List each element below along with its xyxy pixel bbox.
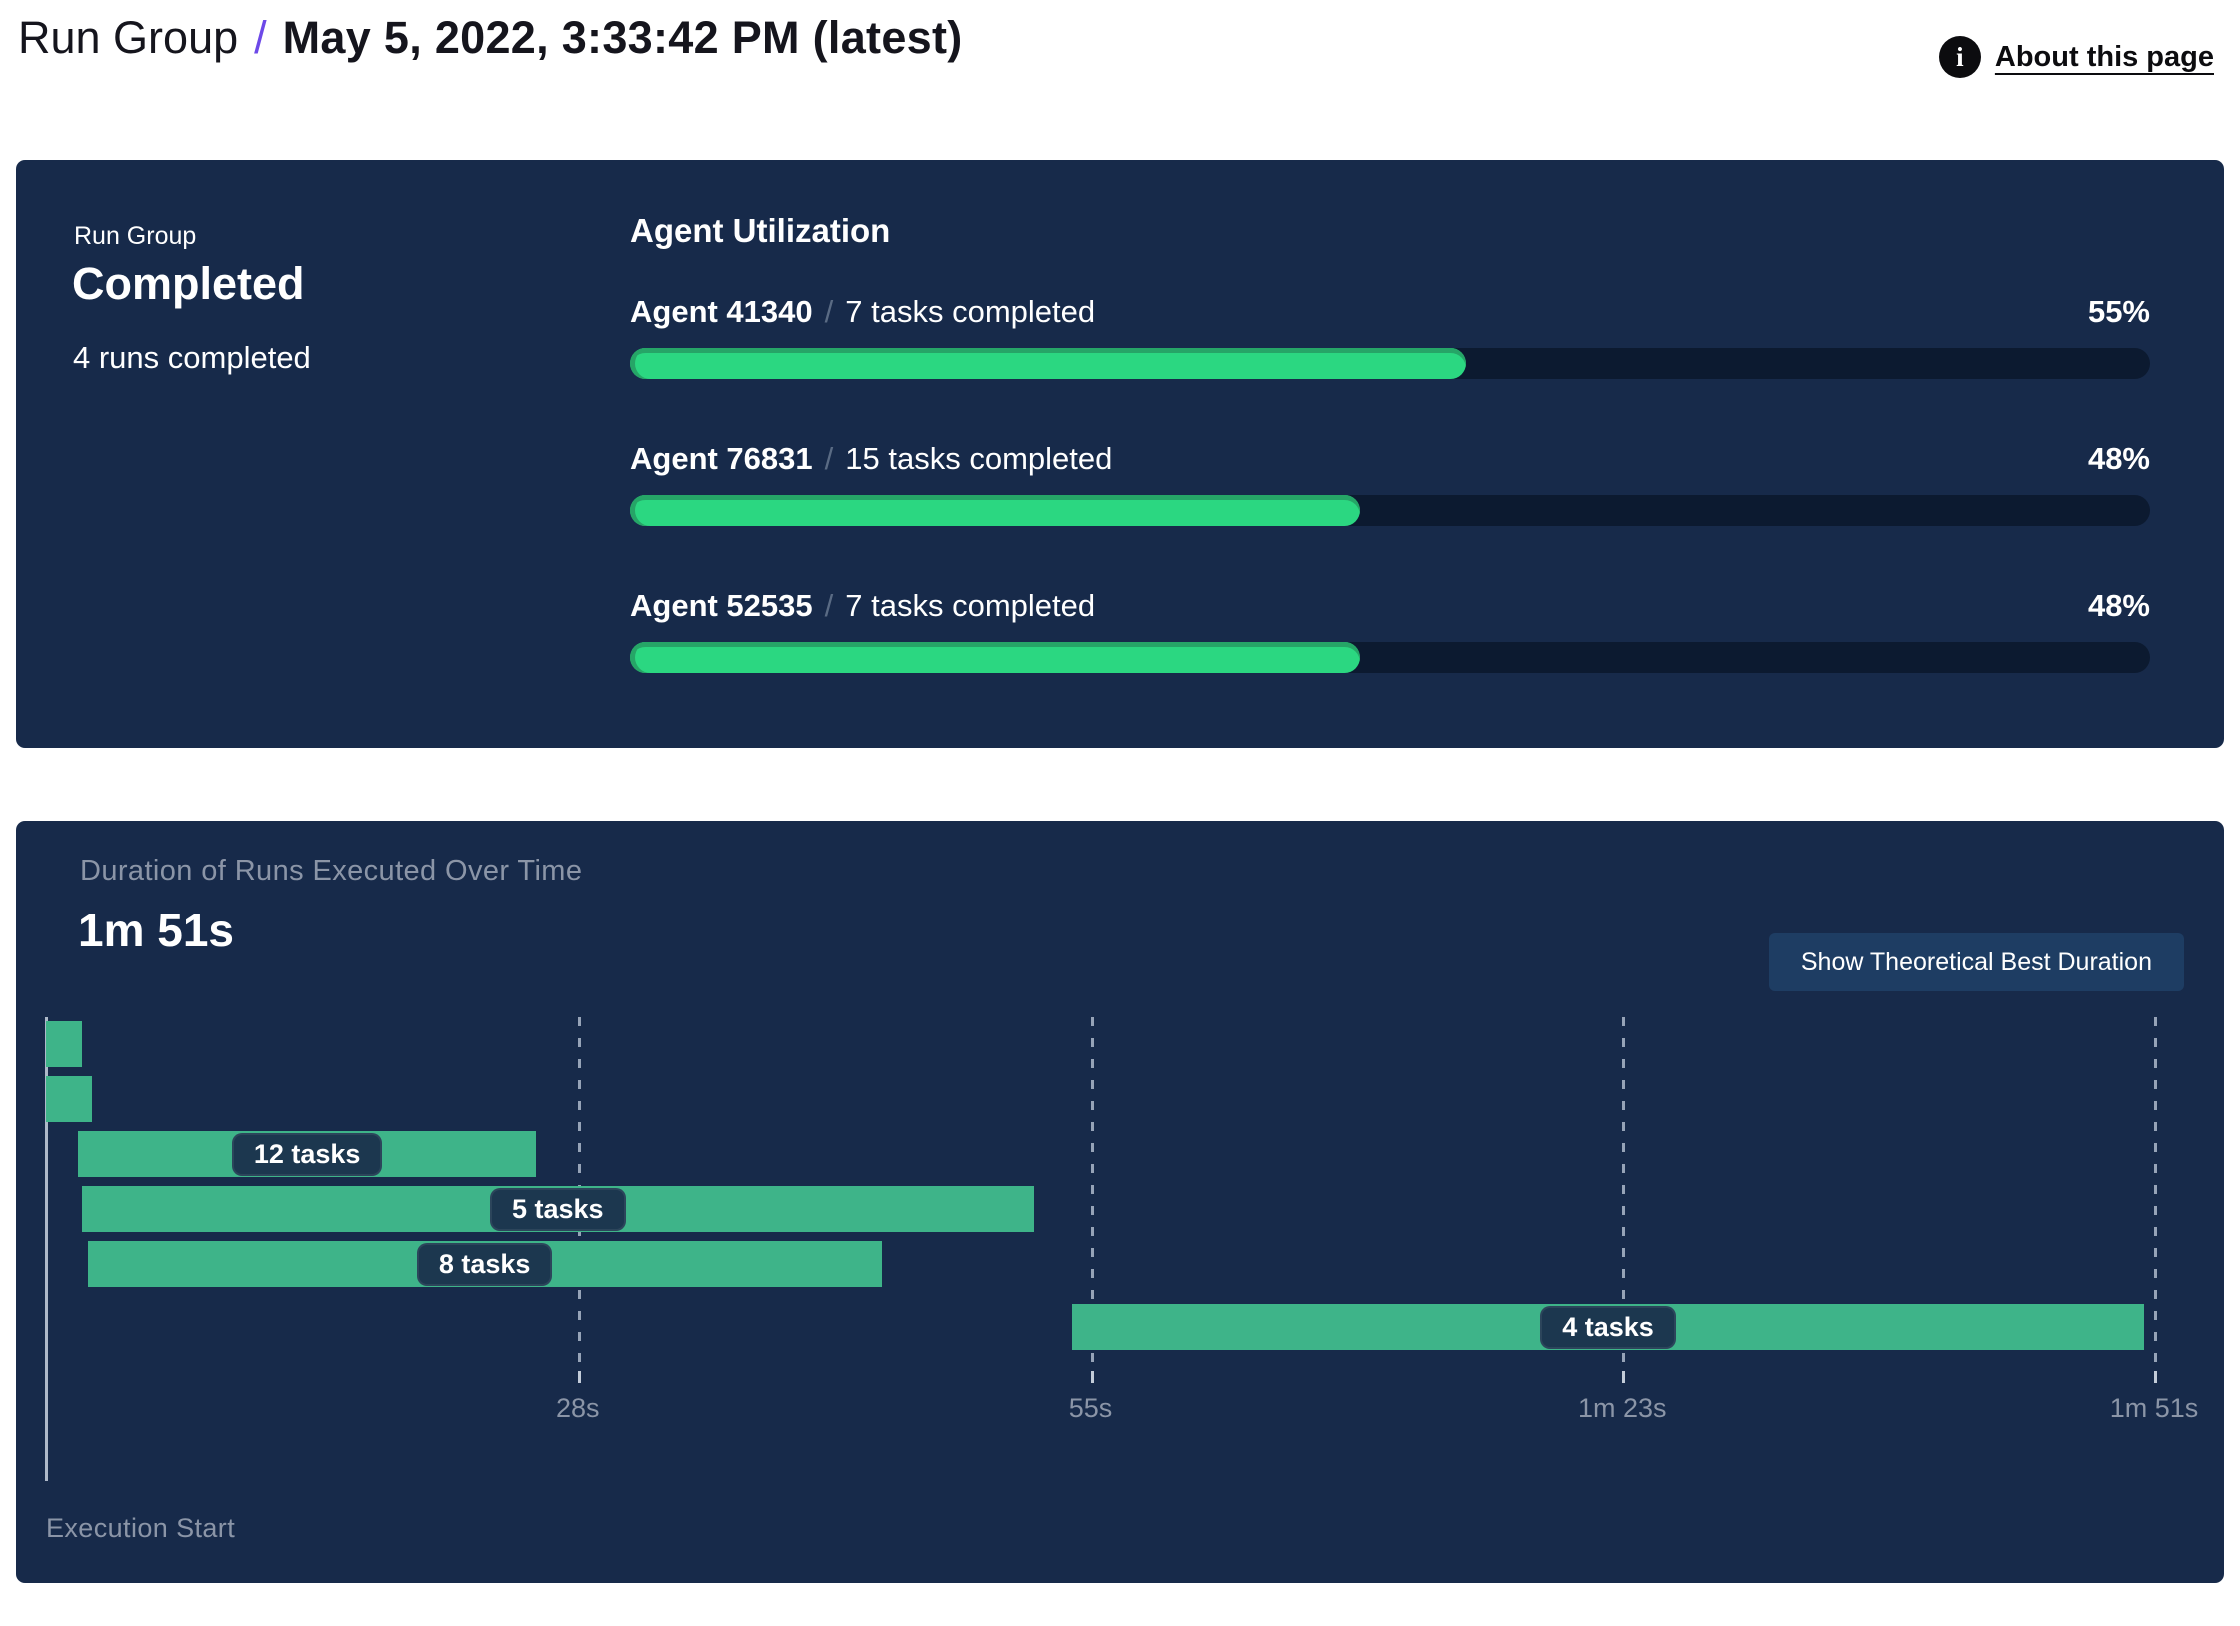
info-icon: i: [1938, 36, 1981, 78]
gantt-bar[interactable]: [46, 1021, 83, 1067]
agent-progress-track: [630, 348, 2150, 379]
about-this-page[interactable]: i About this page: [1938, 36, 2214, 78]
total-duration-value: 1m 51s: [78, 904, 235, 956]
agent-progress-fill: [630, 348, 1466, 379]
agent-progress-track: [630, 495, 2150, 526]
chart-gridline: [2154, 1017, 2157, 1369]
agent-label-line: Agent 52535 / 7 tasks completed: [630, 588, 2150, 624]
gantt-bar-task-count-pill: 4 tasks: [1540, 1305, 1676, 1349]
agent-utilization-percent: 48%: [2087, 588, 2150, 623]
axis-tick-label: 1m 23s: [1577, 1393, 1667, 1423]
agent-row: Agent 52535 / 7 tasks completed 48%: [630, 588, 2150, 691]
axis-tick: [577, 1371, 581, 1383]
agent-progress-fill: [630, 642, 1360, 673]
gantt-bar[interactable]: 4 tasks: [1071, 1304, 2145, 1350]
agent-utilization-percent: 48%: [2087, 441, 2150, 476]
duration-panel: Duration of Runs Executed Over Time 1m 5…: [16, 821, 2224, 1583]
execution-start-axis-line: [45, 1017, 48, 1481]
execution-start-label: Execution Start: [46, 1513, 236, 1543]
axis-tick-label: 55s: [1068, 1393, 1113, 1423]
duration-gantt-chart: 28s 55s 1m 23s 1m 51s 12 tasks 5 tasks 8 tasks…: [45, 1017, 2198, 1501]
agent-tasks-completed: 7 tasks completed: [845, 588, 1096, 623]
agent-progress-track: [630, 642, 2150, 673]
run-group-label: Run Group: [74, 222, 197, 250]
gantt-bar-task-count-pill: 5 tasks: [490, 1187, 626, 1231]
page-header: Run Group / May 5, 2022, 3:33:42 PM (lat…: [0, 0, 2240, 78]
chart-gridline: [1090, 1017, 1094, 1369]
agent-tasks-completed: 15 tasks completed: [845, 441, 1113, 476]
agent-label-line: Agent 41340 / 7 tasks completed: [630, 294, 2150, 330]
gantt-bar[interactable]: [46, 1076, 92, 1122]
axis-tick-label: 28s: [555, 1393, 600, 1423]
gantt-bar-task-count-pill: 8 tasks: [416, 1242, 553, 1286]
run-group-summary-panel: Run Group Completed 4 runs completed Age…: [16, 160, 2224, 748]
agent-row: Agent 76831 / 15 tasks completed 48%: [630, 441, 2150, 544]
agent-tasks-completed: 7 tasks completed: [845, 294, 1096, 329]
agent-name: Agent 41340: [630, 294, 813, 329]
agent-label-line: Agent 76831 / 15 tasks completed: [630, 441, 2150, 477]
page-title: May 5, 2022, 3:33:42 PM (latest): [282, 12, 963, 63]
agent-name: Agent 76831: [630, 441, 813, 476]
axis-tick-label: 1m 51s: [2109, 1393, 2199, 1423]
gantt-bar[interactable]: 5 tasks: [82, 1186, 1034, 1232]
breadcrumb-separator: /: [254, 12, 267, 63]
agent-name: Agent 52535: [630, 588, 813, 623]
breadcrumb-run-group[interactable]: Run Group: [18, 12, 239, 63]
about-this-page-link[interactable]: About this page: [1994, 40, 2214, 73]
gantt-bar[interactable]: 8 tasks: [87, 1241, 882, 1287]
gantt-bar[interactable]: 12 tasks: [78, 1131, 536, 1177]
agent-name-separator: /: [824, 588, 834, 623]
agent-utilization-percent: 55%: [2087, 294, 2150, 329]
agent-row: Agent 41340 / 7 tasks completed 55%: [630, 294, 2150, 397]
show-theoretical-best-duration-button[interactable]: Show Theoretical Best Duration: [1768, 933, 2184, 991]
agent-utilization-list: Agent 41340 / 7 tasks completed 55% Agent 76…: [630, 294, 2150, 691]
chart-gridline: [1622, 1017, 1626, 1369]
runs-completed-count: 4 runs completed: [73, 340, 311, 375]
duration-chart-title: Duration of Runs Executed Over Time: [80, 855, 583, 887]
gantt-bar-task-count-pill: 12 tasks: [231, 1132, 383, 1176]
agent-name-separator: /: [824, 294, 834, 329]
run-group-status: Completed: [72, 258, 305, 309]
agent-utilization-title: Agent Utilization: [630, 212, 891, 249]
axis-tick: [1622, 1371, 1626, 1383]
agent-name-separator: /: [824, 441, 834, 476]
breadcrumb: Run Group / May 5, 2022, 3:33:42 PM (lat…: [18, 12, 963, 64]
agent-utilization-section: Agent Utilization Agent 41340 / 7 tasks co…: [630, 160, 2150, 691]
axis-tick: [1090, 1371, 1094, 1383]
axis-tick: [2154, 1371, 2157, 1383]
agent-progress-fill: [630, 495, 1360, 526]
